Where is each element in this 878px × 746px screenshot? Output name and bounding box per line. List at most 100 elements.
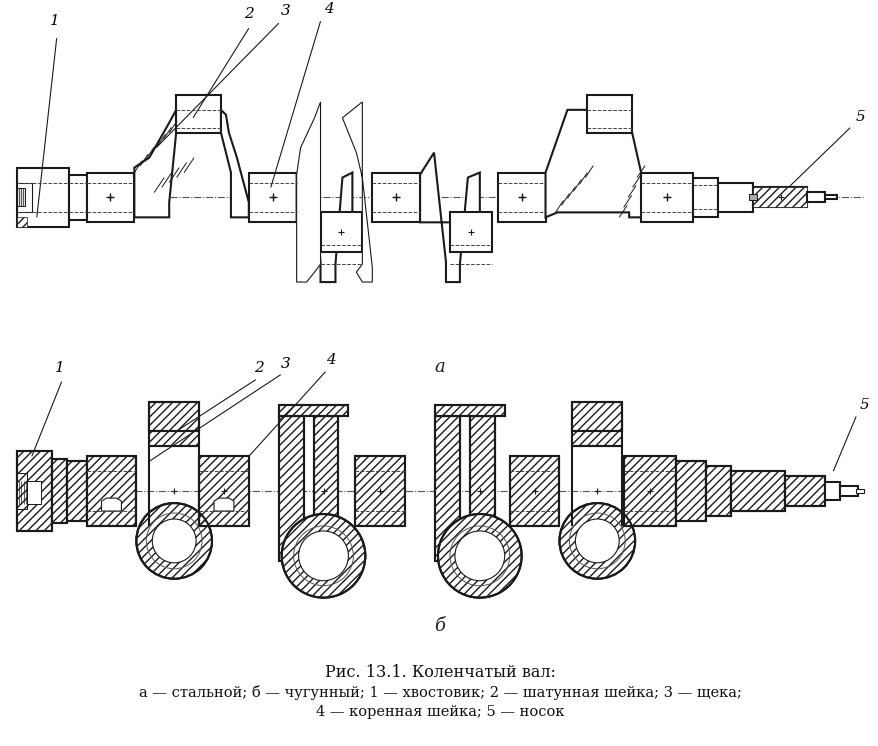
Bar [748, 195, 756, 201]
Polygon shape [342, 102, 372, 282]
Text: 4: 4 [325, 353, 335, 367]
Polygon shape [420, 153, 479, 282]
Bar [640, 172, 692, 222]
Bar [509, 457, 558, 526]
Circle shape [455, 531, 504, 580]
Bar [149, 401, 198, 431]
Text: 1: 1 [54, 360, 64, 374]
Bar [17, 473, 27, 509]
Bar [785, 476, 824, 506]
Text: 2: 2 [254, 360, 263, 374]
Bar [435, 404, 504, 416]
Polygon shape [545, 110, 640, 217]
Bar [752, 187, 807, 207]
Bar [730, 471, 785, 511]
Bar [572, 416, 622, 446]
Circle shape [575, 519, 618, 562]
Bar [149, 416, 198, 446]
Bar [278, 404, 348, 416]
Text: 3: 3 [280, 357, 291, 371]
Bar [278, 416, 303, 561]
Bar [17, 183, 32, 213]
Bar [497, 172, 545, 222]
Bar [149, 401, 198, 431]
Polygon shape [101, 498, 121, 511]
Bar [198, 457, 248, 526]
Bar [313, 416, 338, 561]
Bar [450, 213, 491, 252]
Text: а — стальной; б — чугунный; 1 — хвостовик; 2 — шатунная шейка; 3 — щека;: а — стальной; б — чугунный; 1 — хвостови… [139, 685, 740, 700]
Polygon shape [752, 187, 807, 207]
Bar [824, 482, 839, 500]
Circle shape [281, 514, 365, 598]
Bar [855, 489, 863, 493]
Bar [470, 416, 494, 561]
Circle shape [299, 531, 348, 580]
Bar [623, 457, 675, 526]
Bar [67, 461, 86, 521]
Bar [675, 461, 705, 521]
Circle shape [152, 519, 196, 562]
Bar [27, 481, 40, 504]
Text: 4 — коренная шейка; 5 — носок: 4 — коренная шейка; 5 — носок [315, 705, 564, 719]
Bar [355, 457, 405, 526]
Bar [692, 178, 717, 217]
Bar [17, 168, 68, 228]
Bar [17, 451, 52, 531]
Polygon shape [296, 102, 320, 282]
Bar [86, 457, 136, 526]
Text: 5: 5 [860, 398, 869, 413]
Bar [717, 183, 752, 213]
Bar [572, 401, 622, 431]
Bar [86, 457, 136, 526]
Polygon shape [296, 153, 352, 282]
Bar [435, 416, 459, 561]
Bar [17, 473, 27, 509]
Bar [67, 461, 86, 521]
Polygon shape [220, 110, 248, 217]
Bar [824, 195, 836, 199]
Bar [572, 401, 622, 431]
Text: 3: 3 [280, 4, 291, 18]
Bar [785, 476, 824, 506]
Bar [17, 451, 52, 531]
Polygon shape [134, 110, 176, 217]
Bar [313, 416, 338, 561]
Bar [278, 404, 348, 416]
Bar [675, 461, 705, 521]
Text: а: а [434, 357, 445, 376]
Bar [68, 175, 86, 220]
Circle shape [437, 514, 521, 598]
Bar [198, 457, 248, 526]
Bar [807, 192, 824, 202]
Bar [705, 466, 730, 516]
Bar [248, 172, 296, 222]
Circle shape [136, 503, 212, 579]
Bar [52, 460, 67, 523]
Bar [730, 471, 785, 511]
Text: 5: 5 [855, 110, 865, 124]
Polygon shape [17, 217, 27, 228]
Polygon shape [213, 498, 234, 511]
Bar [839, 486, 857, 496]
Circle shape [558, 503, 635, 579]
Bar [320, 213, 362, 252]
Bar [86, 172, 134, 222]
Text: Рис. 13.1. Коленчатый вал:: Рис. 13.1. Коленчатый вал: [324, 664, 555, 681]
Bar [372, 172, 420, 222]
Text: 1: 1 [50, 14, 60, 28]
Bar [355, 457, 405, 526]
Text: 2: 2 [244, 7, 254, 21]
Bar [587, 95, 631, 133]
Text: 4: 4 [323, 2, 333, 16]
Bar [278, 416, 303, 561]
Bar [623, 457, 675, 526]
Bar [470, 416, 494, 561]
Bar [435, 404, 504, 416]
Bar [176, 95, 220, 133]
Bar [705, 466, 730, 516]
Bar [435, 416, 459, 561]
Bar [17, 189, 25, 207]
Bar [52, 460, 67, 523]
Bar [509, 457, 558, 526]
